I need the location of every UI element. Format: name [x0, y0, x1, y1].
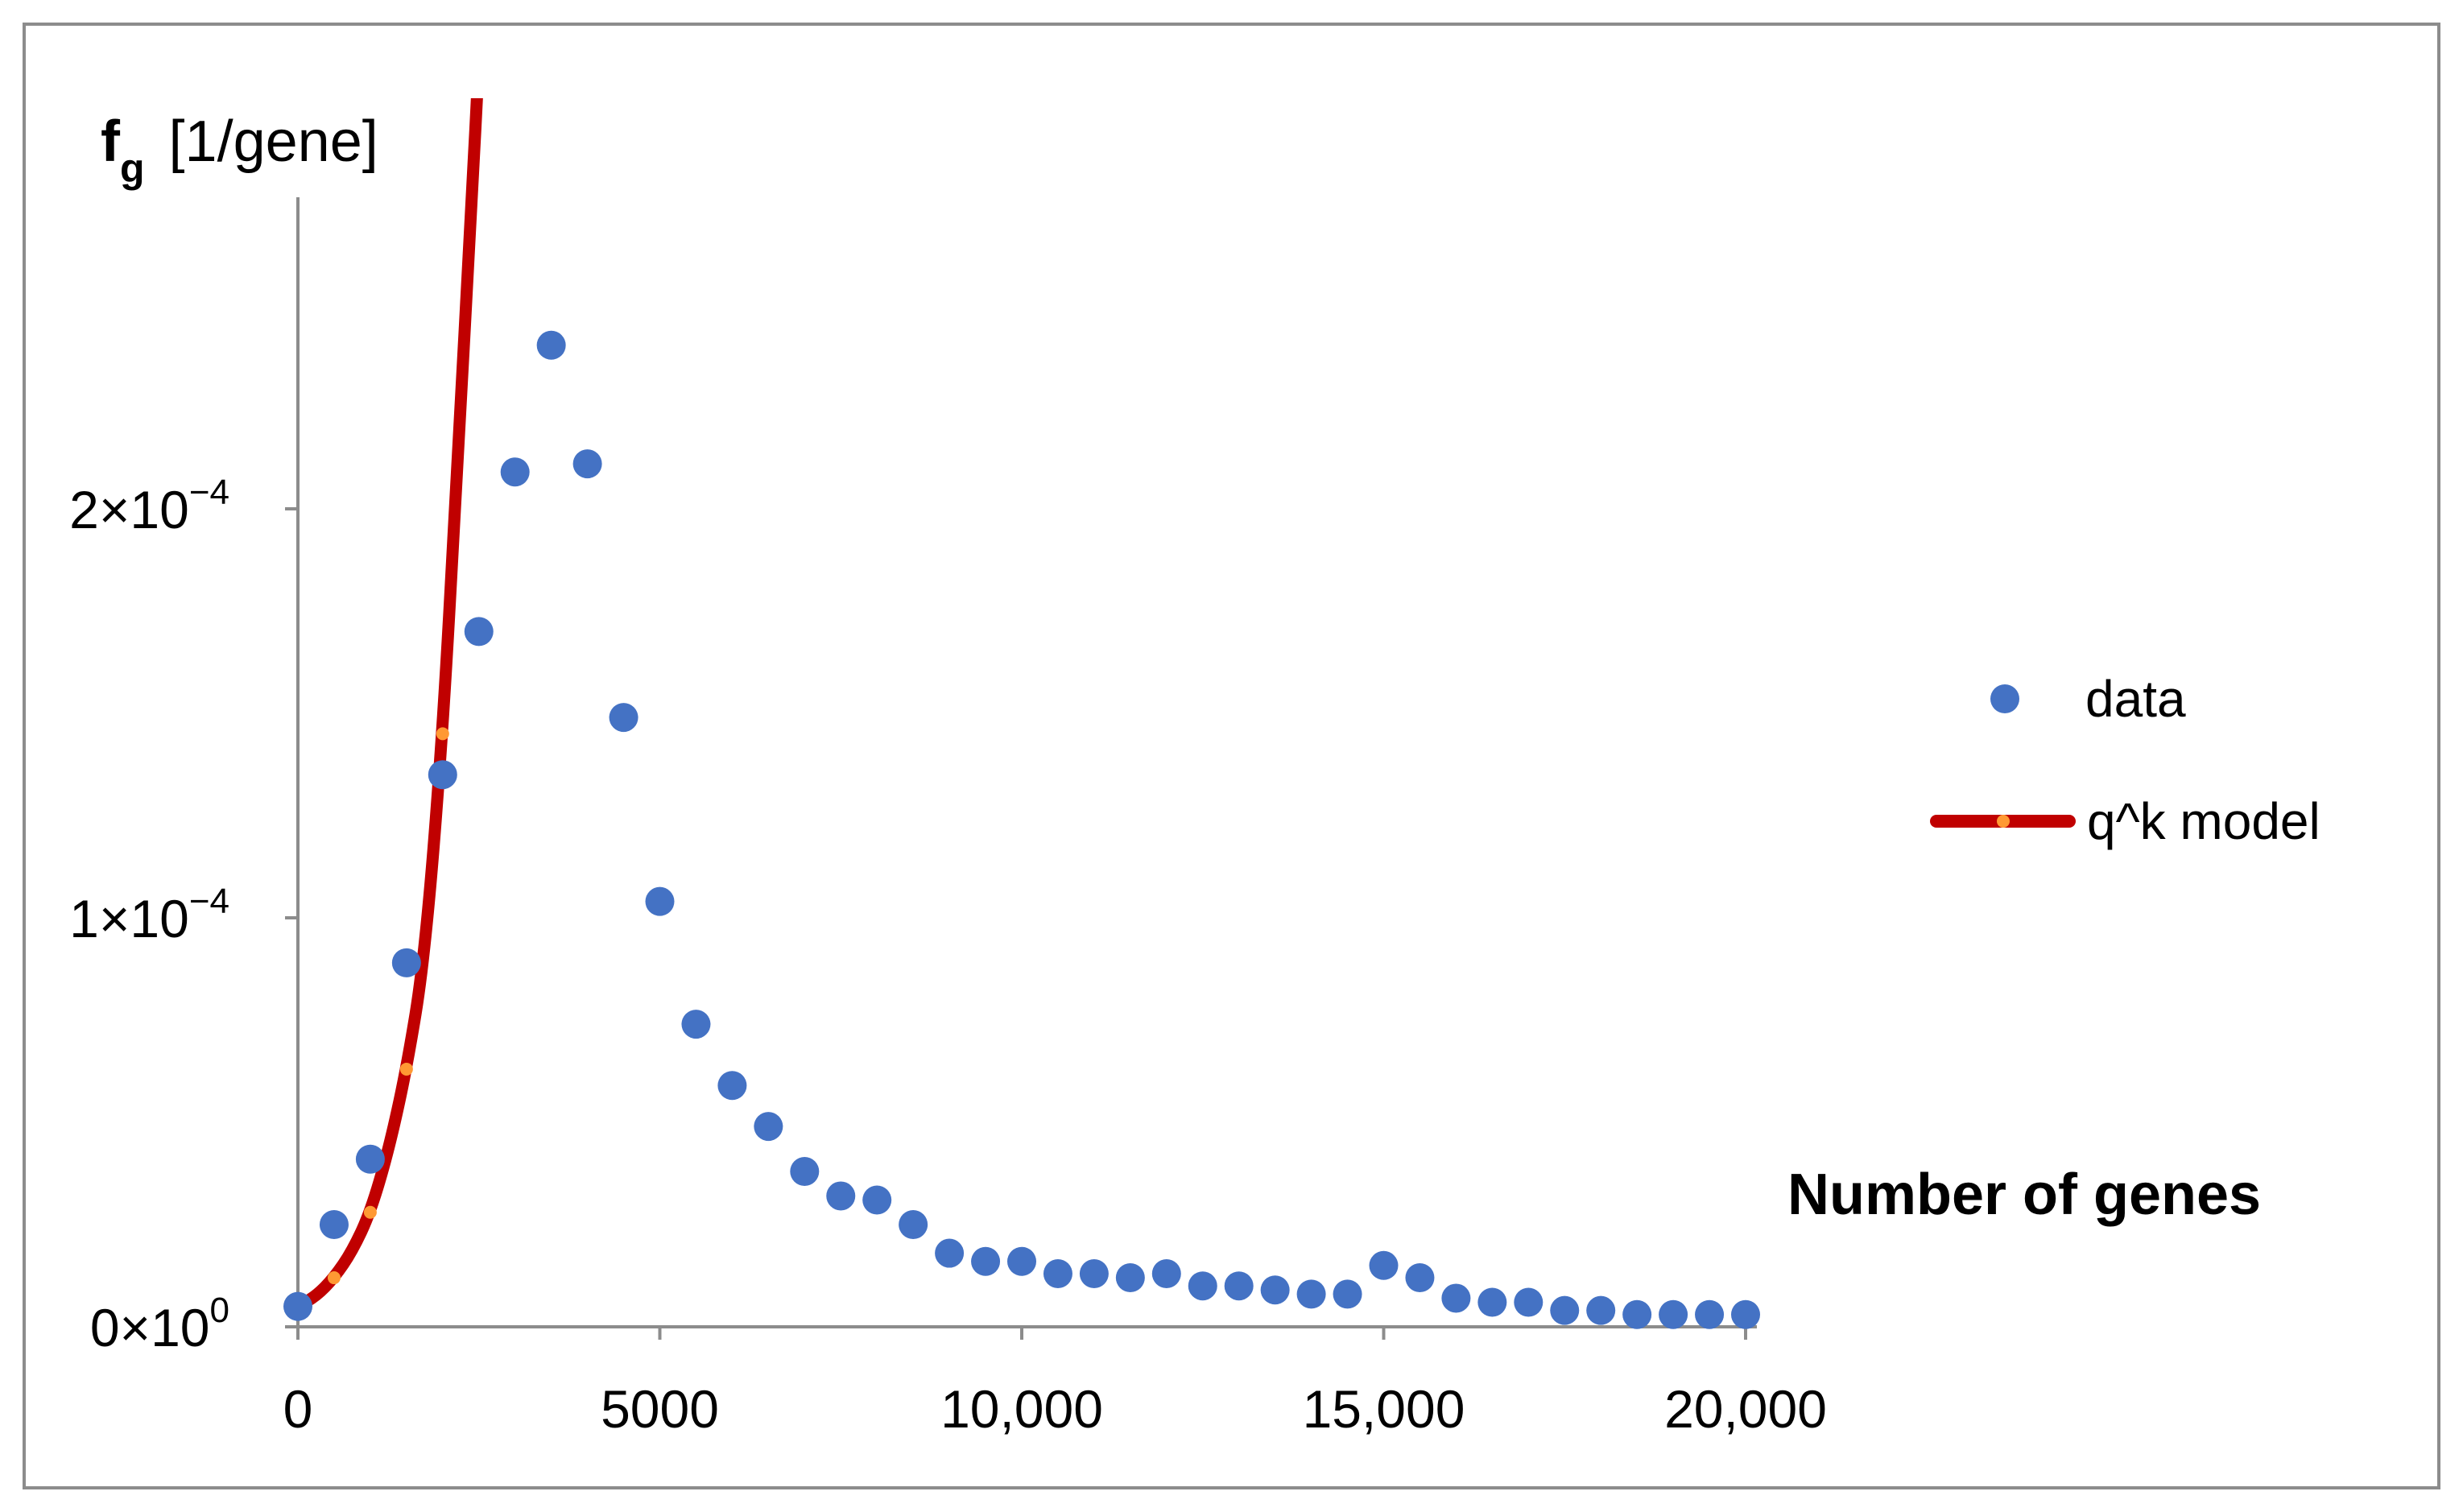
data-point — [1622, 1299, 1652, 1329]
data-point — [754, 1112, 783, 1142]
x-tick-label: 20,000 — [1664, 1379, 1827, 1439]
x-tick-label: 5000 — [601, 1379, 719, 1439]
y-tick-base: 0×10 — [90, 1298, 210, 1357]
data-point — [1550, 1295, 1580, 1325]
y-tick-base: 2×10 — [69, 480, 189, 539]
data-point — [391, 948, 421, 977]
data-point — [572, 449, 602, 479]
data-point — [645, 886, 675, 916]
data-point — [681, 1010, 711, 1039]
data-point — [1007, 1246, 1036, 1276]
y-axis-title: fg [1/gene] — [101, 109, 378, 191]
data-point — [283, 1291, 312, 1321]
data-point — [1405, 1263, 1435, 1293]
data-point — [1586, 1295, 1616, 1325]
data-point — [1659, 1299, 1688, 1329]
y-axis-unit: [1/gene] — [169, 109, 378, 174]
y-tick-label: 0×100 — [90, 1291, 229, 1357]
legend-label-data: data — [2085, 670, 2186, 728]
y-axis-symbol: f — [101, 109, 121, 174]
data-series — [283, 330, 1760, 1329]
y-tick-exponent: −4 — [189, 473, 229, 512]
data-point — [1224, 1271, 1254, 1301]
data-point — [500, 457, 530, 487]
data-point — [1115, 1263, 1145, 1293]
y-tick-base: 1×10 — [69, 889, 189, 948]
y-tick-exponent: 0 — [210, 1291, 229, 1330]
data-point — [1695, 1299, 1725, 1329]
model-marker — [327, 1271, 341, 1285]
model-series — [291, 98, 483, 1313]
data-point — [790, 1156, 820, 1186]
data-point — [319, 1210, 349, 1239]
data-point — [355, 1144, 385, 1174]
data-point — [1369, 1250, 1399, 1280]
data-point — [717, 1071, 747, 1101]
model-marker — [399, 1062, 413, 1076]
legend-label-model: q^k model — [2087, 792, 2320, 850]
data-point — [1151, 1258, 1181, 1288]
data-point — [1731, 1299, 1760, 1329]
data-point — [935, 1238, 965, 1268]
x-tick-label: 10,000 — [940, 1379, 1103, 1439]
data-point — [1260, 1275, 1290, 1305]
data-point — [1333, 1279, 1362, 1309]
data-point — [826, 1181, 856, 1211]
data-point — [1079, 1258, 1109, 1288]
y-tick-exponent: −4 — [189, 882, 229, 921]
data-point — [428, 760, 457, 790]
legend-marker-model-dot — [1997, 815, 2010, 828]
x-tick-label: 15,000 — [1303, 1379, 1465, 1439]
data-point — [464, 617, 494, 647]
data-point — [1477, 1287, 1507, 1317]
y-axis-subscript: g — [120, 146, 145, 191]
chart-frame — [23, 23, 2440, 1489]
x-axis-title: Number of genes — [1787, 1163, 2261, 1227]
x-tick-label: 0 — [283, 1379, 313, 1439]
data-point — [1043, 1258, 1072, 1288]
legend: data q^k model — [1930, 670, 2320, 850]
data-point — [1188, 1271, 1217, 1301]
data-point — [1296, 1279, 1326, 1309]
model-marker — [436, 727, 449, 741]
legend-marker-data — [1990, 684, 2019, 713]
data-point — [536, 330, 566, 360]
data-point — [1514, 1287, 1544, 1317]
y-tick-label: 1×10−4 — [69, 882, 229, 948]
data-point — [971, 1246, 1001, 1276]
data-point — [609, 703, 638, 733]
data-point — [1441, 1283, 1471, 1313]
data-point — [899, 1210, 928, 1239]
axes — [285, 197, 1757, 1340]
data-point — [862, 1185, 892, 1215]
model-marker — [363, 1205, 377, 1219]
y-tick-label: 2×10−4 — [69, 473, 229, 539]
